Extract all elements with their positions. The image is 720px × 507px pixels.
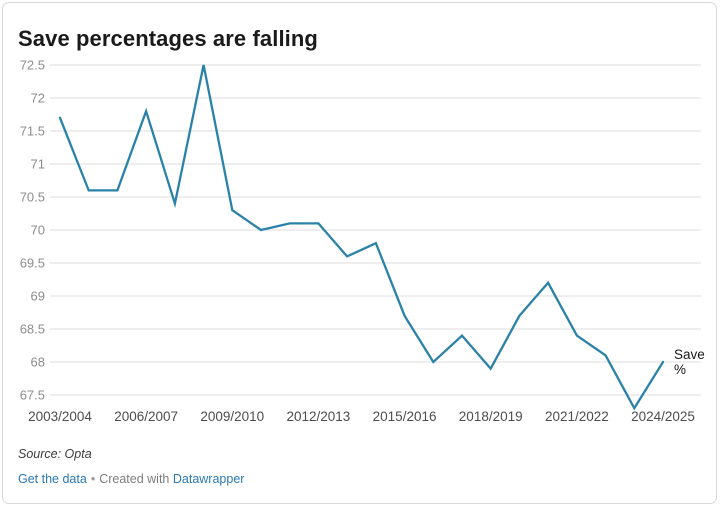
x-tick-label: 2015/2016 xyxy=(373,409,437,424)
y-tick-label: 71.5 xyxy=(20,124,45,139)
created-with-text: Created with xyxy=(99,472,170,486)
x-tick-label: 2006/2007 xyxy=(114,409,178,424)
y-tick-label: 69.5 xyxy=(20,256,45,271)
x-tick-label: 2018/2019 xyxy=(459,409,523,424)
y-tick-label: 67.5 xyxy=(20,388,45,403)
y-tick-label: 68 xyxy=(31,355,45,370)
y-tick-label: 72.5 xyxy=(20,58,45,73)
x-tick-label: 2012/2013 xyxy=(287,409,351,424)
y-tick-label: 72 xyxy=(31,91,45,106)
datawrapper-link[interactable]: Datawrapper xyxy=(172,472,245,486)
source-text: Source: Opta xyxy=(18,447,92,461)
x-tick-label: 2021/2022 xyxy=(545,409,609,424)
chart-title: Save percentages are falling xyxy=(18,25,318,51)
x-tick-label: 2009/2010 xyxy=(200,409,264,424)
footer-separator: • xyxy=(90,472,96,486)
footer-links: Get the data • Created with Datawrapper xyxy=(18,472,244,486)
y-tick-label: 70.5 xyxy=(20,190,45,205)
series-end-label: Save xyxy=(674,347,705,362)
x-tick-label: 2003/2004 xyxy=(28,409,92,424)
get-data-link[interactable]: Get the data xyxy=(18,472,87,486)
y-tick-label: 70 xyxy=(31,223,45,238)
y-tick-label: 68.5 xyxy=(20,322,45,337)
y-tick-label: 71 xyxy=(31,157,45,172)
series-end-label: % xyxy=(674,362,686,377)
y-tick-label: 69 xyxy=(31,289,45,304)
source-note: Source: Opta xyxy=(18,447,92,461)
save-percentage-line xyxy=(58,64,665,411)
x-tick-label: 2024/2025 xyxy=(631,409,695,424)
